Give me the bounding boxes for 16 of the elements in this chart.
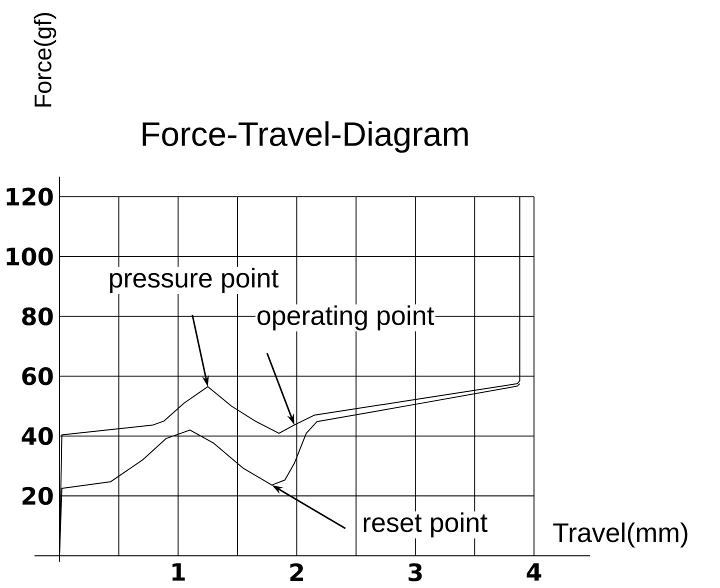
annotation: pressure point [110, 268, 279, 293]
x-tick-label: 1 [172, 563, 185, 581]
x-axis-title: Travel(mm) [553, 522, 688, 548]
y-tick-label: 40 [22, 426, 53, 446]
x-tick-label: 4 [526, 563, 542, 581]
annotation: operating point [258, 305, 434, 330]
y-axis-title: Force(gf) [34, 12, 56, 107]
y-tick-label: 100 [6, 247, 53, 266]
y-tick-label: 120 [6, 188, 53, 206]
y-tick-label: 80 [22, 307, 53, 326]
x-tick-label: 2 [290, 563, 303, 581]
x-tick-label: 3 [408, 563, 422, 582]
annotation: reset point [364, 512, 488, 538]
chart-title: Force-Travel-Diagram [142, 121, 468, 153]
y-tick-label: 60 [22, 367, 53, 386]
y-tick-label: 20 [22, 486, 53, 505]
